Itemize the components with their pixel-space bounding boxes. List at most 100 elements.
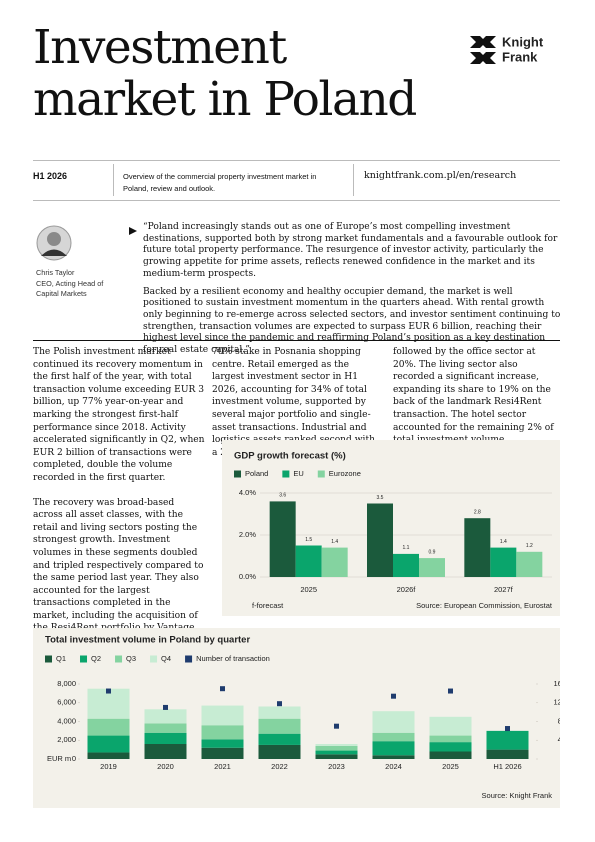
quote-author: Chris Taylor CEO, Acting Head of Capital… xyxy=(36,268,116,300)
legend-label: Q2 xyxy=(91,654,101,663)
bar-segment xyxy=(258,718,301,734)
legend-swatch xyxy=(317,470,325,478)
body-column: The Polish investment market continued i… xyxy=(33,346,205,672)
page-title: Investment market in Poland xyxy=(33,20,417,127)
marker xyxy=(391,693,396,699)
paragraph: The Polish investment market continued i… xyxy=(33,347,205,483)
legend-label: Q4 xyxy=(161,654,171,663)
x-tick-label: 2027f xyxy=(494,585,514,594)
bar-segment xyxy=(429,735,472,743)
bar-segment xyxy=(87,752,130,759)
quote-paragraph: Backed by a resilient economy and health… xyxy=(143,286,561,356)
y-tick-label: 0.0% xyxy=(239,572,256,581)
bar xyxy=(295,545,322,577)
bar-segment xyxy=(486,749,529,759)
marker xyxy=(163,704,168,710)
x-tick-label: 2024 xyxy=(385,762,402,771)
bar-segment xyxy=(201,739,244,748)
bar-segment xyxy=(201,705,244,726)
legend-label: Number of transaction xyxy=(196,654,270,663)
rule xyxy=(33,160,560,161)
y-tick-label: 4,000 xyxy=(57,716,76,725)
marker xyxy=(505,726,510,732)
legend-swatch xyxy=(185,655,193,663)
value-label: 1.4 xyxy=(331,539,338,545)
legend-swatch xyxy=(115,655,123,663)
bar xyxy=(269,501,296,577)
bar xyxy=(321,547,348,577)
rule xyxy=(33,200,560,201)
bar xyxy=(419,558,445,577)
legend-label: Poland xyxy=(245,469,268,478)
bar-segment xyxy=(372,755,415,759)
bar-segment xyxy=(429,742,472,752)
legend-label: Eurozone xyxy=(329,469,361,478)
rule xyxy=(33,340,560,341)
bar-segment xyxy=(144,723,187,733)
x-tick-label: 2022 xyxy=(271,762,288,771)
value-label: 3.5 xyxy=(377,495,384,501)
bar-segment xyxy=(87,688,130,719)
period: H1 2026 xyxy=(33,171,68,181)
legend-swatch xyxy=(282,470,290,478)
bar-segment xyxy=(372,732,415,742)
bar xyxy=(393,553,419,577)
author-name: Chris Taylor xyxy=(36,268,75,277)
x-tick-label: 2025 xyxy=(300,585,317,594)
y-tick-label: 0 xyxy=(72,754,76,763)
quote-icon xyxy=(129,227,137,235)
value-label: 0.9 xyxy=(429,549,436,555)
note: f-forecast xyxy=(252,601,284,610)
source: Source: European Commission, Eurostat xyxy=(416,601,553,610)
value-label: 1.5 xyxy=(305,537,312,543)
x-tick-label: 2025 xyxy=(442,762,459,771)
x-tick-label: H1 2026 xyxy=(493,762,521,771)
y2-tick-label: 160 xyxy=(553,679,560,688)
x-tick-label: 2020 xyxy=(157,762,174,771)
value-label: 1.2 xyxy=(526,543,533,549)
paragraph: followed by the office sector at 20%. Th… xyxy=(393,347,554,446)
legend-label: Q3 xyxy=(126,654,136,663)
bar-segment xyxy=(486,730,529,750)
bar-segment xyxy=(258,744,301,759)
url: knightfrank.com.pl/en/research xyxy=(364,170,517,181)
quote: “Poland increasingly stands out as one o… xyxy=(143,222,561,363)
value-label: 3.6 xyxy=(279,493,286,499)
description: Overview of the commercial property inve… xyxy=(123,172,317,193)
gdp-chart: GDP growth forecast (%) Poland EU Eurozone 0… xyxy=(222,440,560,616)
portrait xyxy=(36,225,72,261)
chart-title: GDP growth forecast (%) xyxy=(234,451,346,462)
x-tick-label: 2023 xyxy=(328,762,345,771)
legend-label: Q1 xyxy=(56,654,66,663)
legend-swatch xyxy=(234,470,241,478)
y-tick-label: 8,000 xyxy=(57,679,76,688)
bar-segment xyxy=(429,751,472,759)
x-tick-label: 2026f xyxy=(397,585,417,594)
logo-text: Knight xyxy=(502,34,544,49)
y-tick-label: 4.0% xyxy=(239,488,256,497)
divider xyxy=(353,164,354,196)
marker xyxy=(334,723,339,729)
bar-segment xyxy=(372,741,415,756)
bar-segment xyxy=(429,716,472,736)
bar-segment xyxy=(144,732,187,744)
x-tick-label: 2019 xyxy=(100,762,117,771)
divider xyxy=(113,164,114,196)
source: Source: Knight Frank xyxy=(482,791,553,800)
bar-segment xyxy=(87,718,130,736)
bar-segment xyxy=(315,754,358,759)
marker xyxy=(448,688,453,694)
bar-segment xyxy=(315,745,358,751)
bar-segment xyxy=(315,750,358,755)
y2-tick-label: 40 xyxy=(558,735,560,744)
bar xyxy=(490,547,517,577)
y-tick-label: 6,000 xyxy=(57,698,76,707)
bar-segment xyxy=(315,744,358,746)
marker xyxy=(106,688,111,694)
marker xyxy=(220,686,225,692)
marker xyxy=(277,701,282,707)
y-axis-label: EUR m xyxy=(47,754,71,763)
bar-segment xyxy=(144,709,187,724)
value-label: 1.4 xyxy=(500,539,507,545)
